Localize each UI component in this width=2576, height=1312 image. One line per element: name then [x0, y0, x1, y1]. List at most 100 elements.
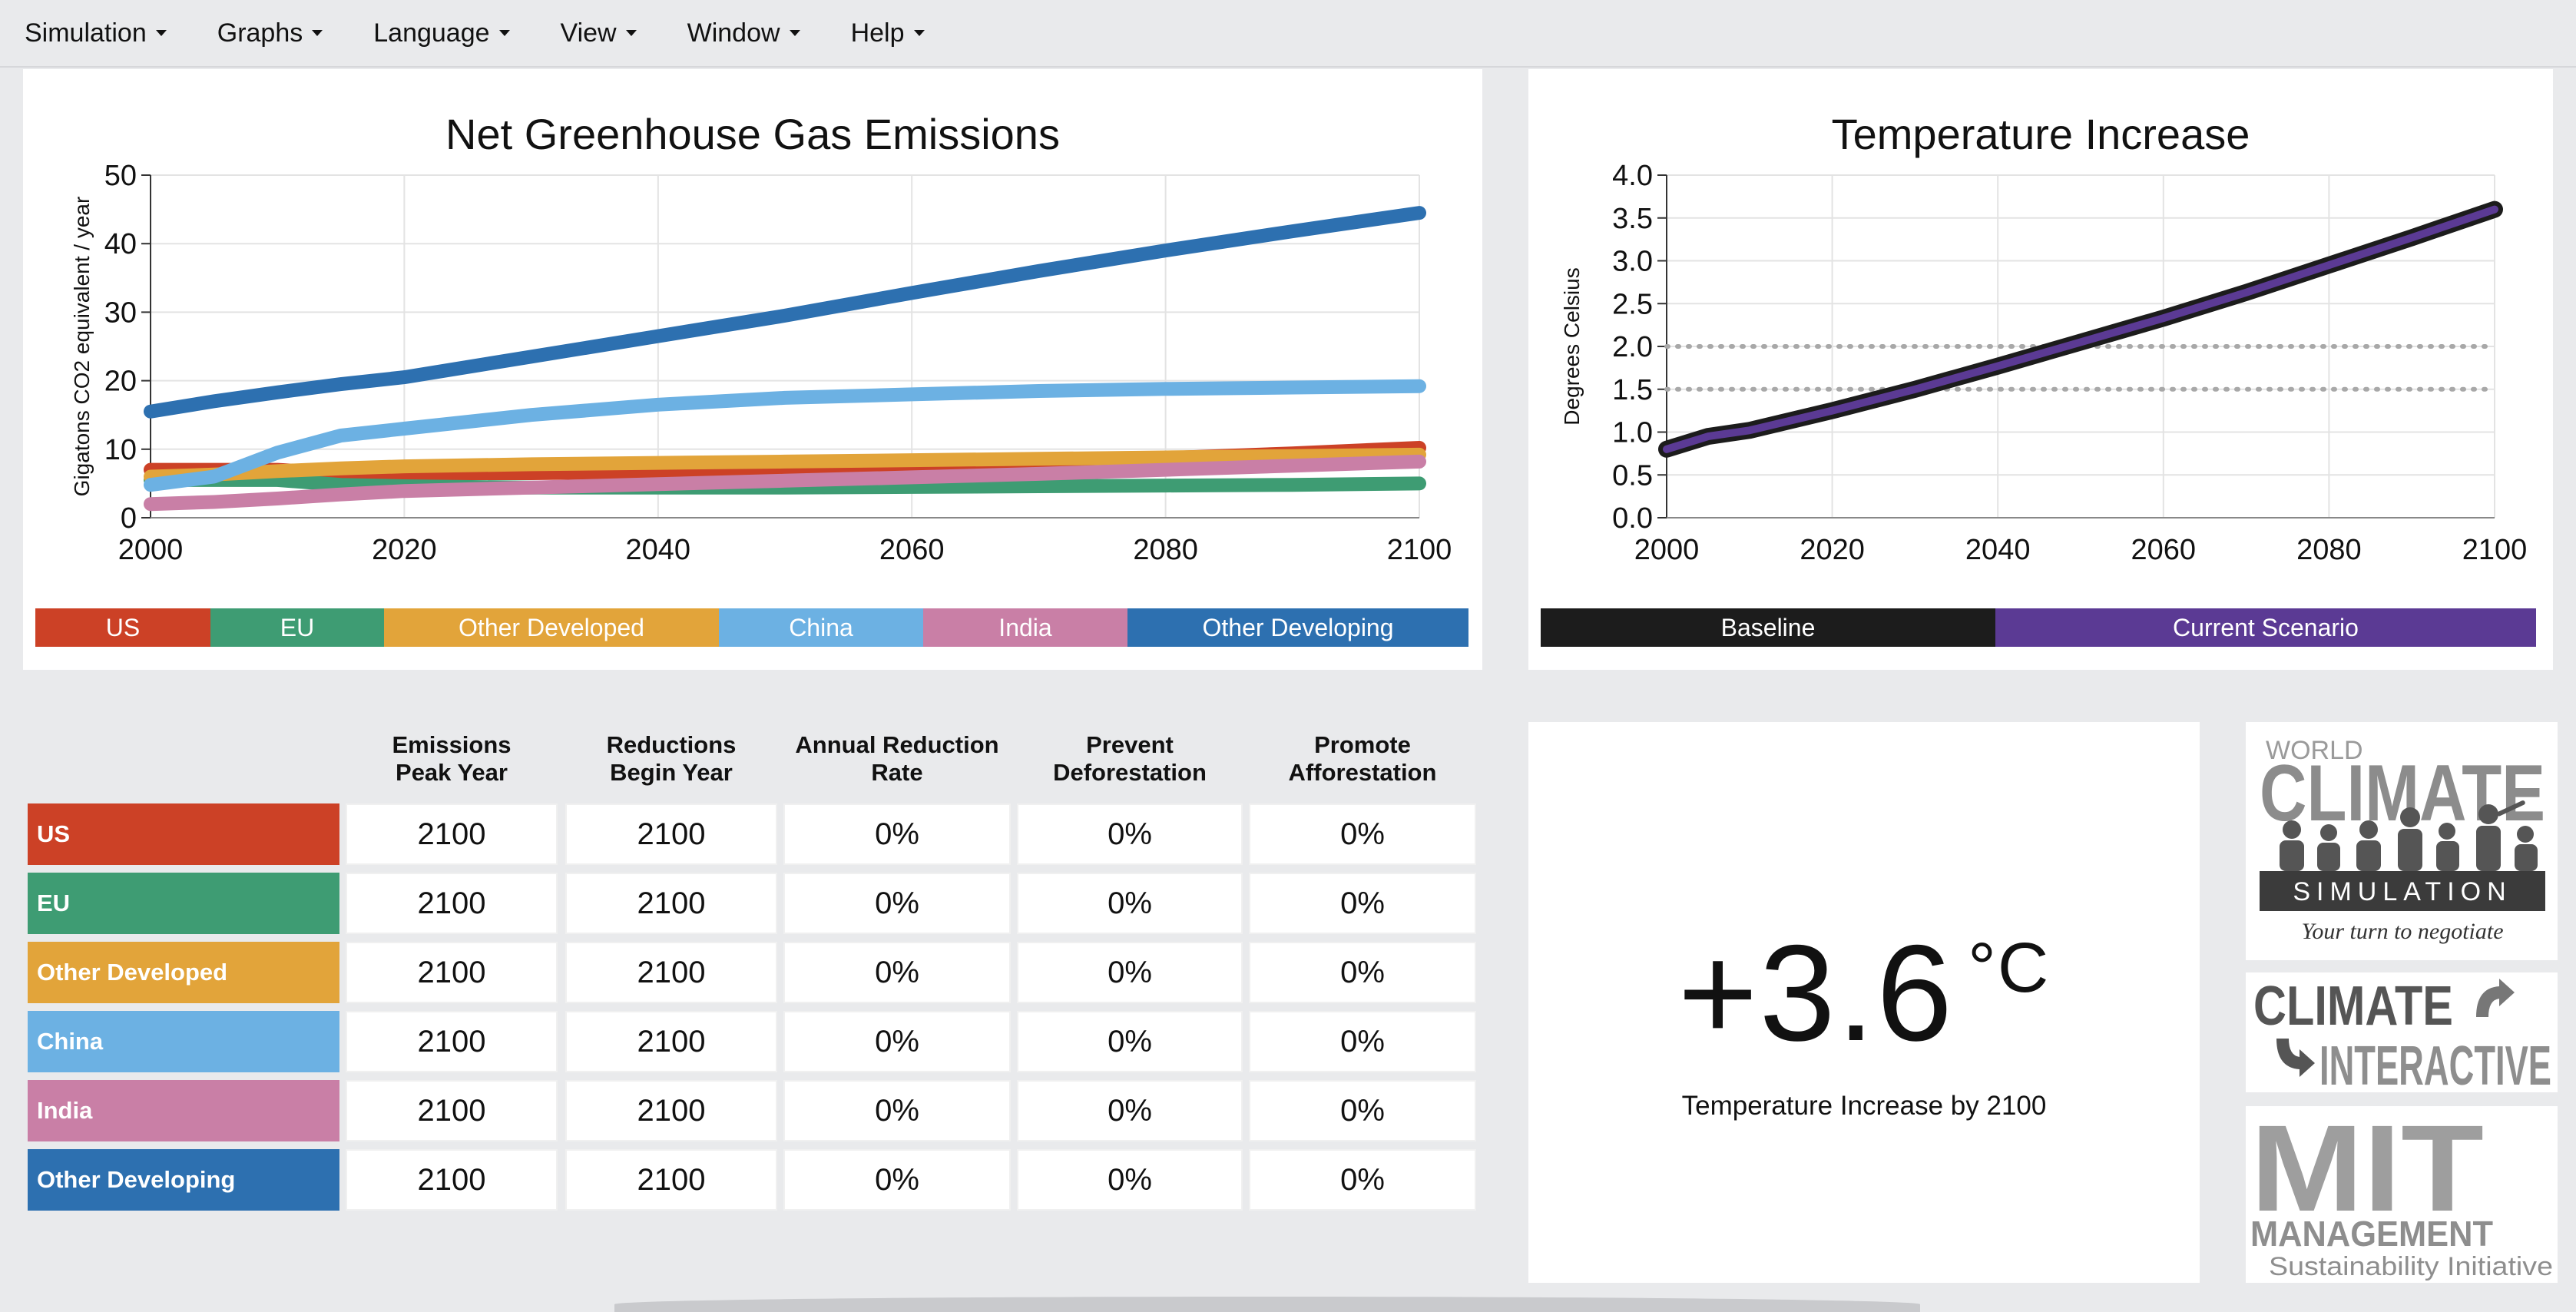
legend-other-developed[interactable]: Other Developed [384, 608, 719, 647]
y-axis-label: Gigatons CO2 equivalent / year [70, 197, 94, 497]
china-prevent-deforestation[interactable]: 0% [1017, 1011, 1243, 1072]
menu-view[interactable]: View [561, 18, 637, 48]
y-tick-label: 1.5 [1612, 374, 1653, 406]
eu-reductions-begin-year[interactable]: 2100 [565, 873, 777, 934]
eu-prevent-deforestation[interactable]: 0% [1017, 873, 1243, 934]
china-emissions-peak-year[interactable]: 2100 [346, 1011, 558, 1072]
region-label-china: China [28, 1011, 339, 1072]
menu-window[interactable]: Window [687, 18, 800, 48]
menu-simulation[interactable]: Simulation [25, 18, 167, 48]
menu-help-label: Help [850, 18, 905, 48]
legend-other-developing[interactable]: Other Developing [1127, 608, 1468, 647]
y-axis-label: Degrees Celsius [1560, 267, 1584, 425]
header-emissions-peak-year: Emissions Peak Year [346, 731, 558, 787]
ci-interactive-text: INTERACTIVE [2319, 1035, 2551, 1092]
wcs-people-silhouettes-icon [2280, 800, 2538, 871]
legend-us[interactable]: US [35, 608, 210, 647]
table-row-china: China 2100 2100 0% 0% 0% [28, 1011, 1479, 1072]
region-label-us: US [28, 803, 339, 865]
ci-climate-text: CLIMATE [2253, 976, 2453, 1037]
wcs-simulation-text: SIMULATION [2293, 877, 2511, 906]
temperature-chart: 2000 2020 2040 2060 2080 2100 0.0 0.5 1.0 1.5 2.0 2… [1560, 160, 2528, 566]
us-prevent-deforestation[interactable]: 0% [1017, 803, 1243, 865]
eu-emissions-peak-year[interactable]: 2100 [346, 873, 558, 934]
menu-help[interactable]: Help [851, 18, 925, 48]
world-climate-simulation-logo: WORLD CLIMATE SIMULATION Your turn to ne… [2246, 722, 2558, 960]
caret-down-icon [913, 30, 925, 36]
header-reductions-begin-year-text: Reductions Begin Year [606, 731, 737, 786]
india-annual-reduction-rate[interactable]: 0% [783, 1080, 1011, 1141]
menu-simulation-label: Simulation [25, 18, 147, 48]
china-annual-reduction-rate[interactable]: 0% [783, 1011, 1011, 1072]
china-reductions-begin-year[interactable]: 2100 [565, 1011, 777, 1072]
caret-down-icon [625, 30, 637, 36]
header-promote-afforestation-text: Promote Afforestation [1288, 731, 1437, 786]
other-developing-promote-afforestation[interactable]: 0% [1249, 1149, 1476, 1211]
x-tick-label: 2100 [1387, 534, 1452, 566]
menu-language-label: Language [373, 18, 490, 48]
policy-table: Emissions Peak Year Reductions Begin Yea… [28, 722, 1479, 1221]
x-tick-label: 2060 [2131, 534, 2197, 566]
other-developing-annual-reduction-rate[interactable]: 0% [783, 1149, 1011, 1211]
legend-current-scenario[interactable]: Current Scenario [1995, 608, 2536, 647]
region-label-other-developed: Other Developed [28, 942, 339, 1003]
other-developed-annual-reduction-rate[interactable]: 0% [783, 942, 1011, 1003]
china-promote-afforestation[interactable]: 0% [1249, 1011, 1476, 1072]
emissions-chart-title: Net Greenhouse Gas Emissions [445, 110, 1060, 158]
menu-graphs[interactable]: Graphs [217, 18, 323, 48]
table-row-india: India 2100 2100 0% 0% 0% [28, 1080, 1479, 1141]
header-prevent-deforestation: Prevent Deforestation [1017, 731, 1243, 787]
y-tick-label: 0.0 [1612, 502, 1653, 535]
us-annual-reduction-rate[interactable]: 0% [783, 803, 1011, 865]
other-developed-emissions-peak-year[interactable]: 2100 [346, 942, 558, 1003]
menu-language[interactable]: Language [373, 18, 510, 48]
india-emissions-peak-year[interactable]: 2100 [346, 1080, 558, 1141]
other-developing-emissions-peak-year[interactable]: 2100 [346, 1149, 558, 1211]
y-tick-label: 2.5 [1612, 288, 1653, 320]
x-tick-label: 2100 [2462, 534, 2528, 566]
other-developing-prevent-deforestation[interactable]: 0% [1017, 1149, 1243, 1211]
mit-sustainability-text: Sustainability Initiative [2269, 1252, 2553, 1281]
y-tick-label: 0.5 [1612, 459, 1653, 492]
india-promote-afforestation[interactable]: 0% [1249, 1080, 1476, 1141]
series-line-india [144, 454, 1426, 512]
mit-management-logo-graphic: MIT MANAGEMENT Sustainability Initiative [2250, 1106, 2553, 1281]
india-prevent-deforestation[interactable]: 0% [1017, 1080, 1243, 1141]
x-tick-label: 2060 [879, 534, 945, 566]
series-line-china [144, 379, 1426, 492]
legend-india[interactable]: India [923, 608, 1127, 647]
series-line-baseline [1658, 200, 2503, 458]
legend-baseline[interactable]: Baseline [1541, 608, 1995, 647]
temperature-legend: Baseline Current Scenario [1541, 608, 2536, 647]
caret-down-icon [498, 30, 510, 36]
menu-view-label: View [560, 18, 617, 48]
table-row-us: US 2100 2100 0% 0% 0% [28, 803, 1479, 865]
other-developed-reductions-begin-year[interactable]: 2100 [565, 942, 777, 1003]
eu-annual-reduction-rate[interactable]: 0% [783, 873, 1011, 934]
caret-down-icon [789, 30, 800, 36]
x-tick-label: 2040 [626, 534, 691, 566]
mit-management-logo: MIT MANAGEMENT Sustainability Initiative [2246, 1106, 2558, 1283]
x-tick-label: 2080 [2296, 534, 2362, 566]
legend-eu[interactable]: EU [210, 608, 384, 647]
india-reductions-begin-year[interactable]: 2100 [565, 1080, 777, 1141]
series-line-other-developing [144, 206, 1426, 419]
wcs-tagline-text: Your turn to negotiate [2301, 919, 2503, 944]
header-annual-reduction-rate-text: Annual Reduction Rate [795, 731, 999, 786]
legend-china[interactable]: China [719, 608, 923, 647]
other-developed-promote-afforestation[interactable]: 0% [1249, 942, 1476, 1003]
x-tick-label: 2000 [118, 534, 184, 566]
other-developing-reductions-begin-year[interactable]: 2100 [565, 1149, 777, 1211]
y-tick-label: 2.0 [1612, 331, 1653, 363]
temperature-result-panel: +3.6 °C Temperature Increase by 2100 [1528, 722, 2200, 1283]
us-reductions-begin-year[interactable]: 2100 [565, 803, 777, 865]
x-tick-label: 2080 [1133, 534, 1198, 566]
us-emissions-peak-year[interactable]: 2100 [346, 803, 558, 865]
series-line-current-scenario [1663, 205, 2498, 453]
other-developed-prevent-deforestation[interactable]: 0% [1017, 942, 1243, 1003]
eu-promote-afforestation[interactable]: 0% [1249, 873, 1476, 934]
temperature-unit: °C [1968, 929, 2051, 1007]
header-annual-reduction-rate: Annual Reduction Rate [783, 731, 1011, 787]
table-row-eu: EU 2100 2100 0% 0% 0% [28, 873, 1479, 934]
us-promote-afforestation[interactable]: 0% [1249, 803, 1476, 865]
